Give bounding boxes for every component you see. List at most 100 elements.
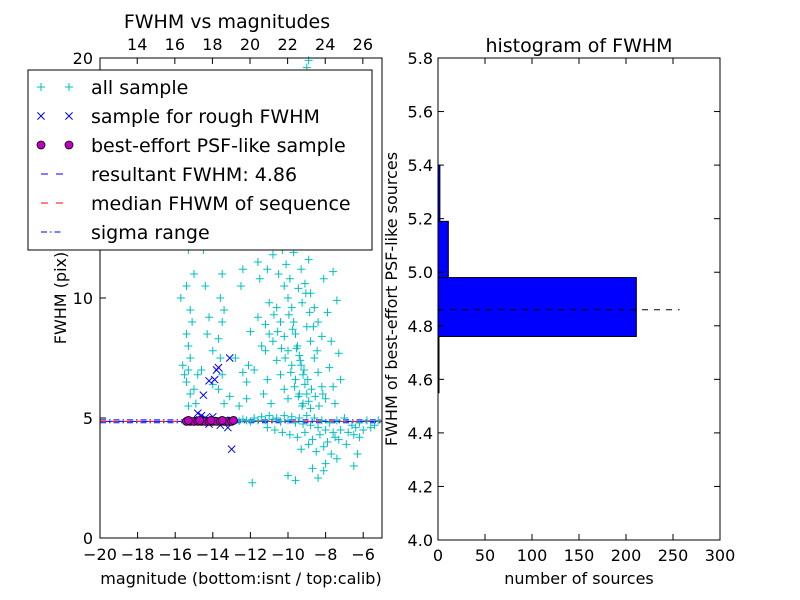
data-point	[218, 270, 227, 278]
data-point	[312, 447, 321, 456]
data-point	[308, 435, 317, 444]
right-x-axis-label: number of sources	[504, 569, 654, 588]
data-point	[287, 303, 296, 312]
data-point	[355, 418, 364, 427]
data-point	[297, 265, 306, 274]
data-point	[329, 267, 338, 276]
left-y-axis-label: FWHM (pix)	[51, 252, 70, 345]
legend-marker	[65, 112, 73, 120]
data-point	[314, 423, 323, 432]
data-point	[178, 361, 187, 370]
data-point	[284, 471, 292, 480]
data-point	[235, 402, 244, 410]
data-point	[284, 416, 292, 425]
x-tick-label: 300	[705, 546, 736, 565]
data-point	[244, 361, 253, 370]
data-point	[238, 265, 247, 274]
data-point	[300, 380, 309, 389]
data-point	[305, 308, 314, 317]
data-point	[291, 418, 300, 427]
data-point	[289, 318, 298, 326]
data-point	[298, 298, 307, 307]
data-point	[183, 415, 193, 425]
data-point	[308, 464, 317, 473]
data-point	[353, 450, 362, 458]
legend-marker	[37, 83, 45, 91]
data-point	[325, 418, 334, 427]
histogram-bars	[437, 164, 637, 394]
data-point	[282, 260, 291, 269]
y-tick-label: 4.0	[408, 531, 433, 550]
data-point	[370, 421, 379, 430]
data-point	[284, 310, 293, 319]
data-point	[296, 356, 305, 365]
data-point	[291, 330, 300, 338]
data-point	[265, 330, 274, 338]
data-point	[299, 366, 308, 374]
data-point	[214, 385, 223, 394]
data-point	[306, 337, 315, 346]
data-point	[267, 399, 276, 408]
legend-label: median FHWM of sequence	[91, 193, 351, 215]
data-point	[272, 414, 281, 422]
data-point	[309, 322, 318, 331]
y-tick-label: 5.0	[408, 263, 433, 282]
data-point	[302, 411, 311, 420]
data-point	[284, 394, 292, 403]
x-tick-label: −18	[121, 545, 155, 564]
data-point	[220, 399, 229, 408]
data-point	[323, 308, 332, 317]
data-point	[300, 279, 309, 288]
legend-marker	[37, 112, 45, 120]
data-point	[332, 454, 341, 463]
y-tick-label: 5.8	[408, 49, 433, 68]
data-point	[310, 414, 319, 422]
data-point	[318, 390, 327, 398]
top-x-tick-label: 20	[240, 35, 260, 54]
data-point	[197, 366, 206, 374]
legend-label: sample for rough FWHM	[91, 106, 320, 128]
data-point	[359, 426, 368, 434]
y-tick-label: 4.8	[408, 317, 433, 336]
data-point	[332, 296, 341, 305]
data-point	[190, 385, 198, 394]
data-point	[311, 392, 320, 401]
data-point	[190, 270, 198, 278]
data-point	[294, 284, 303, 293]
data-point	[176, 294, 185, 302]
data-point	[184, 366, 193, 374]
data-point	[201, 282, 210, 290]
data-point	[217, 415, 227, 425]
data-point	[276, 370, 285, 379]
data-point	[349, 430, 358, 439]
data-point	[277, 344, 286, 353]
data-point	[298, 402, 307, 410]
data-point	[270, 426, 279, 434]
data-point	[218, 318, 227, 326]
data-point	[349, 462, 358, 470]
data-point	[274, 270, 283, 278]
data-point	[295, 351, 304, 360]
data-point	[288, 325, 297, 334]
data-point	[321, 394, 330, 403]
x-tick-label: −8	[314, 545, 338, 564]
data-point	[261, 320, 270, 329]
data-point	[314, 368, 323, 377]
data-point	[268, 415, 277, 424]
data-point	[344, 428, 353, 437]
data-point	[292, 344, 301, 353]
data-point	[301, 289, 310, 298]
data-point	[199, 391, 208, 400]
data-point	[314, 474, 323, 482]
legend-marker	[36, 140, 46, 150]
data-point	[300, 428, 309, 437]
data-point	[272, 303, 281, 312]
data-point	[285, 430, 294, 439]
data-point	[329, 382, 338, 391]
data-point	[259, 390, 268, 398]
data-point	[257, 412, 266, 421]
x-tick-label: 0	[433, 546, 443, 565]
right-y-axis-label: FWHM of best-effort PSF-like sources	[382, 152, 401, 446]
x-tick-label: −12	[234, 545, 268, 564]
top-x-tick-label: 18	[202, 35, 222, 54]
